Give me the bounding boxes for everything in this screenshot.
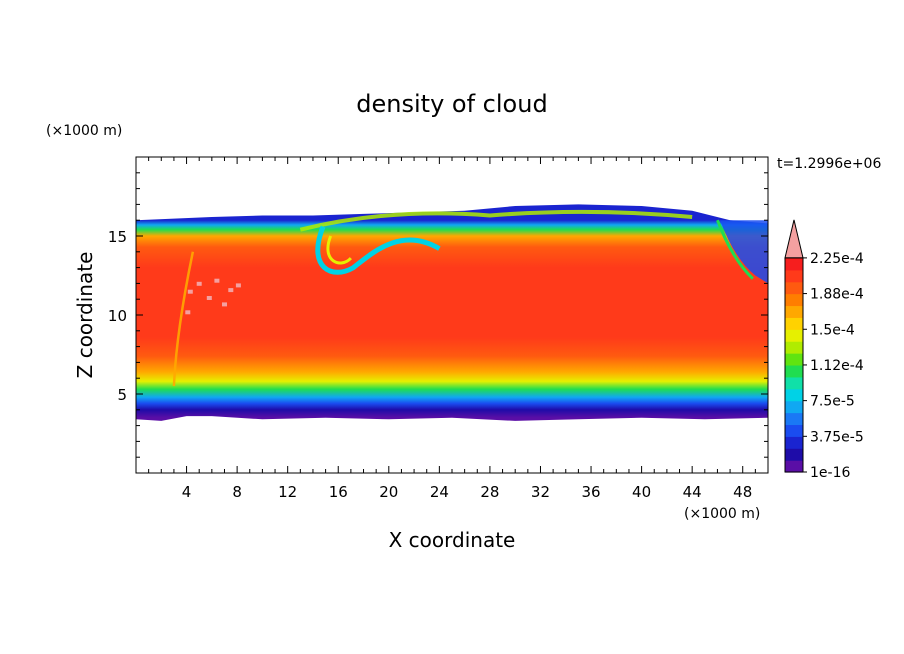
cloud-curl-outer [315,225,441,275]
cloud-right-intrusion-edge [716,219,754,280]
colorbar-segment [785,412,803,426]
x-tick-label: 24 [430,483,449,501]
colorbar-label: 1.12e-4 [810,358,864,374]
x-tick-label: 44 [683,483,702,501]
colorbar-label: 7.5e-5 [810,394,855,410]
cloud-curl-inner [326,235,352,265]
core-cell [222,302,227,307]
x-axis-ticks: 4 8 12 16 20 24 28 32 36 40 44 48 [135,157,769,501]
colorbar-labels: 1e-16 3.75e-5 7.5e-5 1.12e-4 1.5e-4 1.88e-4 2.… [803,251,864,481]
colorbar [784,219,804,473]
colorbar-segment [785,448,803,461]
core-cell [185,310,191,315]
y-tick-label: 15 [108,228,127,246]
x-axis-unit: (×1000 m) [684,506,760,522]
colorbar-segment [785,353,803,366]
x-axis-title: X coordinate [389,528,516,552]
colorbar-segment [785,281,803,295]
y-axis-unit: (×1000 m) [46,123,122,139]
colorbar-label: 1.5e-4 [810,322,855,338]
y-tick-label: 10 [108,307,127,325]
plot-area [136,204,768,421]
core-cell [235,283,241,288]
colorbar-label: 3.75e-5 [810,429,864,445]
cloud-right-intrusion [719,220,768,284]
colorbar-label: 1.88e-4 [810,287,864,303]
time-label: t=1.2996e+06 [777,156,881,172]
colorbar-extend-arrow [784,219,804,259]
x-tick-label: 28 [480,483,499,501]
x-tick-label: 20 [379,483,398,501]
chart-title: density of cloud [356,90,547,118]
cloud-details [172,209,768,387]
x-tick-label: 16 [329,483,348,501]
x-tick-label: 48 [733,483,752,501]
core-cell [214,278,220,283]
colorbar-segment [785,388,803,402]
colorbar-segment [785,460,803,473]
y-axis-ticks: 5 10 15 [108,156,768,474]
colorbar-segment [785,269,803,283]
colorbar-segment [785,305,803,318]
core-cell [196,281,202,286]
colorbar-segment [785,317,803,330]
core-cell [206,296,212,300]
y-axis-title: Z coordinate [73,252,97,379]
x-tick-label: 40 [632,483,651,501]
core-cell [187,289,193,294]
colorbar-label: 1e-16 [810,465,850,481]
colorbar-segment [785,329,803,342]
colorbar-label: 2.25e-4 [810,251,864,267]
core-cell [228,288,234,293]
x-tick-label: 12 [278,483,297,501]
colorbar-segment [785,400,803,414]
cloud-left-streak [172,251,195,387]
x-tick-label: 4 [182,483,192,501]
x-tick-label: 8 [232,483,242,501]
y-tick-label: 5 [117,386,127,404]
colorbar-segment [785,424,803,437]
colorbar-segment [785,341,803,354]
colorbar-segment [785,257,803,271]
colorbar-segment [785,436,803,449]
cloud-top-fringe [299,209,693,232]
colorbar-segment [785,376,803,390]
cloud-body [136,204,768,421]
colorbar-segment [785,364,803,378]
colorbar-segment [785,293,803,307]
x-tick-label: 32 [531,483,550,501]
x-tick-label: 36 [581,483,600,501]
